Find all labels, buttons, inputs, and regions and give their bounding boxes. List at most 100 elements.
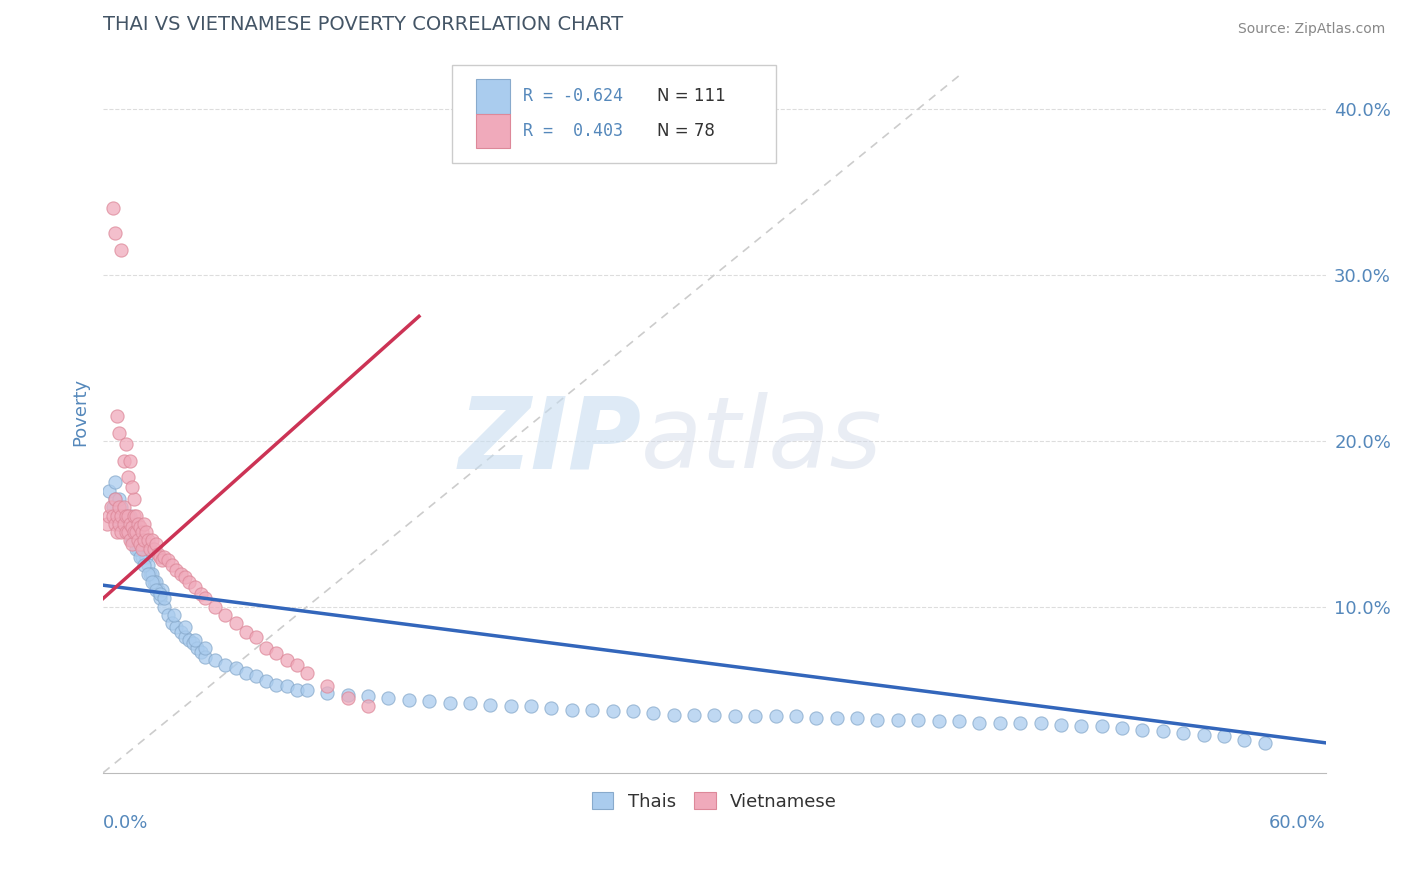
Point [225,616,247,631]
Point [118,516,141,531]
Point [121,537,143,551]
Point [117,525,139,540]
Point [125,508,148,523]
Point [1192,728,1215,742]
Point [418,694,440,708]
Point [128,520,150,534]
Point [108,500,131,515]
Point [104,491,127,506]
Point [122,508,145,523]
Point [103,508,125,523]
Point [186,641,208,656]
Point [162,558,184,573]
Point [121,480,143,494]
Point [1132,723,1154,737]
Point [112,508,135,523]
Point [336,691,359,706]
Point [173,570,195,584]
Point [157,608,180,623]
Point [285,657,308,672]
Point [295,666,318,681]
Point [128,549,150,564]
Point [825,711,848,725]
Point [103,500,125,515]
Point [276,653,298,667]
Point [235,624,257,639]
Point [104,491,127,506]
Point [114,437,136,451]
Point [96,516,118,531]
Point [724,709,747,723]
Legend: Thais, Vietnamese: Thais, Vietnamese [585,785,845,818]
Point [458,696,481,710]
Point [177,574,200,589]
Point [846,711,869,725]
Point [1253,736,1275,750]
Point [105,508,128,523]
Point [121,520,143,534]
Point [316,686,339,700]
Point [1010,715,1032,730]
Point [662,707,685,722]
Point [136,533,159,548]
Point [105,409,128,423]
Point [145,583,167,598]
Point [114,508,136,523]
Point [118,533,141,548]
Point [112,508,135,523]
Point [643,706,665,720]
Point [540,701,562,715]
Point [969,715,991,730]
Point [439,696,461,710]
Point [204,599,226,614]
Point [150,553,173,567]
Point [190,586,212,600]
Point [581,703,603,717]
Point [785,709,807,723]
Text: N = 78: N = 78 [657,122,714,140]
Point [153,599,176,614]
Point [907,713,929,727]
Point [177,632,200,647]
Point [1233,732,1256,747]
Point [166,563,188,577]
Point [122,491,145,506]
Point [118,508,141,523]
Point [143,541,166,556]
Point [194,641,217,656]
Point [169,624,191,639]
Point [948,714,970,729]
Point [135,549,157,564]
Point [285,682,308,697]
Point [1050,717,1073,731]
Point [100,500,122,515]
Point [127,533,149,548]
Point [162,616,184,631]
Point [122,516,145,531]
Point [104,516,127,531]
Point [136,566,159,581]
Point [108,516,131,531]
Point [744,709,766,723]
Point [131,541,153,556]
Text: R =  0.403: R = 0.403 [523,122,623,140]
Point [110,500,132,515]
Point [118,454,141,468]
Point [103,202,125,216]
Point [988,715,1011,730]
Point [108,491,131,506]
Point [225,661,247,675]
Point [153,591,176,606]
Point [703,707,725,722]
Point [181,636,204,650]
Point [117,470,139,484]
Point [295,682,318,697]
Point [150,583,173,598]
Point [194,591,217,606]
Text: 0.0%: 0.0% [103,814,149,832]
Point [621,704,644,718]
Point [1070,719,1092,733]
Point [561,703,583,717]
Point [105,508,128,523]
Point [254,674,277,689]
